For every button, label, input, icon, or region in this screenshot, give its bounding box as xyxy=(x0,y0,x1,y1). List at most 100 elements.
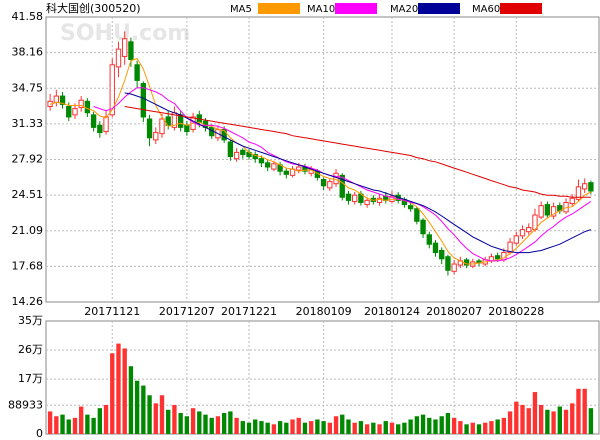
volume-bar xyxy=(420,414,426,434)
candle-body xyxy=(184,124,190,133)
y-tick-label: 21.09 xyxy=(12,224,44,237)
volume-bar xyxy=(545,409,550,434)
volume-bar xyxy=(60,414,65,434)
x-tick-label: 20180207 xyxy=(426,305,482,318)
volume-bar xyxy=(190,408,196,434)
candle-body xyxy=(146,118,153,139)
ma-line xyxy=(49,57,592,265)
legend-swatch xyxy=(258,3,300,14)
volume-bar xyxy=(79,406,84,434)
volume-bar xyxy=(563,409,569,434)
y2-tick-label: 88933 xyxy=(8,398,43,411)
candle-body xyxy=(320,179,327,187)
volume-bar xyxy=(234,417,239,434)
volume-bar xyxy=(246,422,252,434)
volume-bar xyxy=(315,419,320,434)
candle-body xyxy=(97,124,103,134)
volume-bar xyxy=(451,417,457,434)
candle-body xyxy=(494,255,501,260)
volume-bar xyxy=(364,424,370,434)
volume-bar xyxy=(483,422,488,434)
volume-bar xyxy=(352,422,357,434)
volume-bar xyxy=(464,424,469,434)
volume-bar xyxy=(433,419,438,434)
candle-body xyxy=(544,204,551,216)
volume-bar xyxy=(389,422,395,434)
volume-bar xyxy=(265,422,270,434)
volume-bar xyxy=(321,421,326,434)
legend-label: MA20 xyxy=(390,4,418,15)
candle-body xyxy=(122,38,128,57)
volume-bar xyxy=(538,404,544,434)
volume-bar xyxy=(489,421,494,434)
candle-body xyxy=(72,108,78,116)
candle-body xyxy=(414,208,420,222)
candle-body xyxy=(569,197,575,205)
candle-body xyxy=(271,163,277,170)
legend-swatch xyxy=(500,3,542,14)
volume-bar xyxy=(134,380,140,434)
x-tick-label: 20171207 xyxy=(159,305,215,318)
volume-bar xyxy=(458,421,463,434)
volume-bar xyxy=(520,404,525,434)
volume-bar xyxy=(184,416,190,434)
ma-line xyxy=(93,87,592,262)
volume-bar xyxy=(408,419,413,434)
volume-bar xyxy=(159,395,165,434)
x-tick-label: 20180228 xyxy=(488,305,544,318)
volume-bar xyxy=(445,413,451,434)
candle-body xyxy=(252,153,258,160)
volume-bar xyxy=(588,408,594,434)
volume-bar xyxy=(66,419,71,434)
candle-body xyxy=(240,149,246,155)
candle-body xyxy=(439,249,445,260)
candle-body xyxy=(296,166,302,171)
volume-bar xyxy=(147,395,152,434)
candle-body xyxy=(327,181,333,189)
x-tick-label: 20171121 xyxy=(84,305,140,318)
candle-body xyxy=(588,182,594,192)
candle-body xyxy=(526,227,532,233)
candle-body xyxy=(109,64,115,116)
volume-bar xyxy=(470,422,475,434)
candle-body xyxy=(376,197,383,203)
candle-body xyxy=(264,162,271,168)
volume-bar xyxy=(501,417,507,434)
candle-body xyxy=(432,242,439,254)
volume-bar xyxy=(240,421,245,434)
volume-bar xyxy=(377,424,382,434)
volume-bar xyxy=(582,388,587,434)
candle-body xyxy=(227,141,234,158)
candle-body xyxy=(420,219,426,235)
y2-tick-label: 17万 xyxy=(18,372,43,385)
ma-line xyxy=(124,92,592,254)
legend-swatch xyxy=(335,3,377,14)
candle-body xyxy=(103,116,109,133)
x-tick-label: 20180124 xyxy=(364,305,420,318)
y-tick-label: 27.92 xyxy=(12,153,44,166)
volume-bar xyxy=(72,417,78,434)
volume-bar xyxy=(290,419,295,434)
candle-body xyxy=(128,41,134,61)
legend-label: MA5 xyxy=(230,4,252,15)
candle-body xyxy=(84,100,91,114)
volume-bar xyxy=(197,411,202,434)
y-tick-label: 41.58 xyxy=(12,10,44,23)
volume-bar xyxy=(271,424,277,434)
volume-bar xyxy=(116,343,121,434)
x-tick-label: 20180109 xyxy=(296,305,352,318)
volume-bar xyxy=(557,406,562,434)
candle-body xyxy=(59,95,66,105)
candle-body xyxy=(339,174,345,198)
candle-body xyxy=(445,256,451,271)
volume-bar xyxy=(110,353,115,434)
candle-body xyxy=(283,170,289,175)
volume-bar xyxy=(178,413,183,434)
volume-bar xyxy=(128,366,134,434)
candle-body xyxy=(364,199,370,206)
volume-bar xyxy=(141,385,146,434)
volume-bar xyxy=(495,419,500,434)
legend-label: MA10 xyxy=(307,4,335,15)
